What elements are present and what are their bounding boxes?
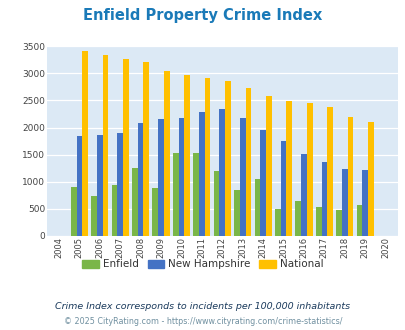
Bar: [213, 171, 219, 236]
Bar: [254, 179, 260, 236]
Legend: Enfield, New Hampshire, National: Enfield, New Hampshire, National: [78, 255, 327, 274]
Bar: [326, 107, 332, 236]
Bar: [143, 62, 149, 236]
Bar: [356, 205, 361, 236]
Bar: [70, 187, 76, 236]
Bar: [367, 121, 373, 236]
Bar: [132, 168, 137, 236]
Bar: [239, 118, 245, 236]
Bar: [245, 88, 251, 236]
Bar: [361, 170, 367, 236]
Bar: [219, 109, 225, 236]
Bar: [82, 51, 88, 236]
Bar: [315, 207, 321, 236]
Bar: [102, 55, 108, 236]
Bar: [164, 71, 169, 236]
Bar: [234, 190, 239, 236]
Bar: [347, 117, 352, 236]
Bar: [184, 76, 190, 236]
Bar: [91, 196, 97, 236]
Bar: [117, 134, 123, 236]
Bar: [321, 162, 326, 236]
Bar: [173, 153, 178, 236]
Bar: [198, 112, 204, 236]
Text: © 2025 CityRating.com - https://www.cityrating.com/crime-statistics/: © 2025 CityRating.com - https://www.city…: [64, 317, 341, 326]
Bar: [204, 78, 210, 236]
Text: Enfield Property Crime Index: Enfield Property Crime Index: [83, 8, 322, 23]
Bar: [280, 141, 286, 236]
Bar: [123, 59, 128, 236]
Bar: [341, 169, 347, 236]
Bar: [111, 185, 117, 236]
Bar: [76, 136, 82, 236]
Bar: [286, 101, 291, 236]
Text: Crime Index corresponds to incidents per 100,000 inhabitants: Crime Index corresponds to incidents per…: [55, 302, 350, 311]
Bar: [301, 154, 306, 236]
Bar: [137, 123, 143, 236]
Bar: [260, 130, 265, 236]
Bar: [274, 210, 280, 236]
Bar: [158, 119, 164, 236]
Bar: [152, 188, 158, 236]
Bar: [225, 81, 230, 236]
Bar: [193, 153, 198, 236]
Bar: [335, 211, 341, 236]
Bar: [306, 103, 312, 236]
Bar: [265, 96, 271, 236]
Bar: [97, 135, 102, 236]
Bar: [178, 118, 184, 236]
Bar: [295, 201, 301, 236]
